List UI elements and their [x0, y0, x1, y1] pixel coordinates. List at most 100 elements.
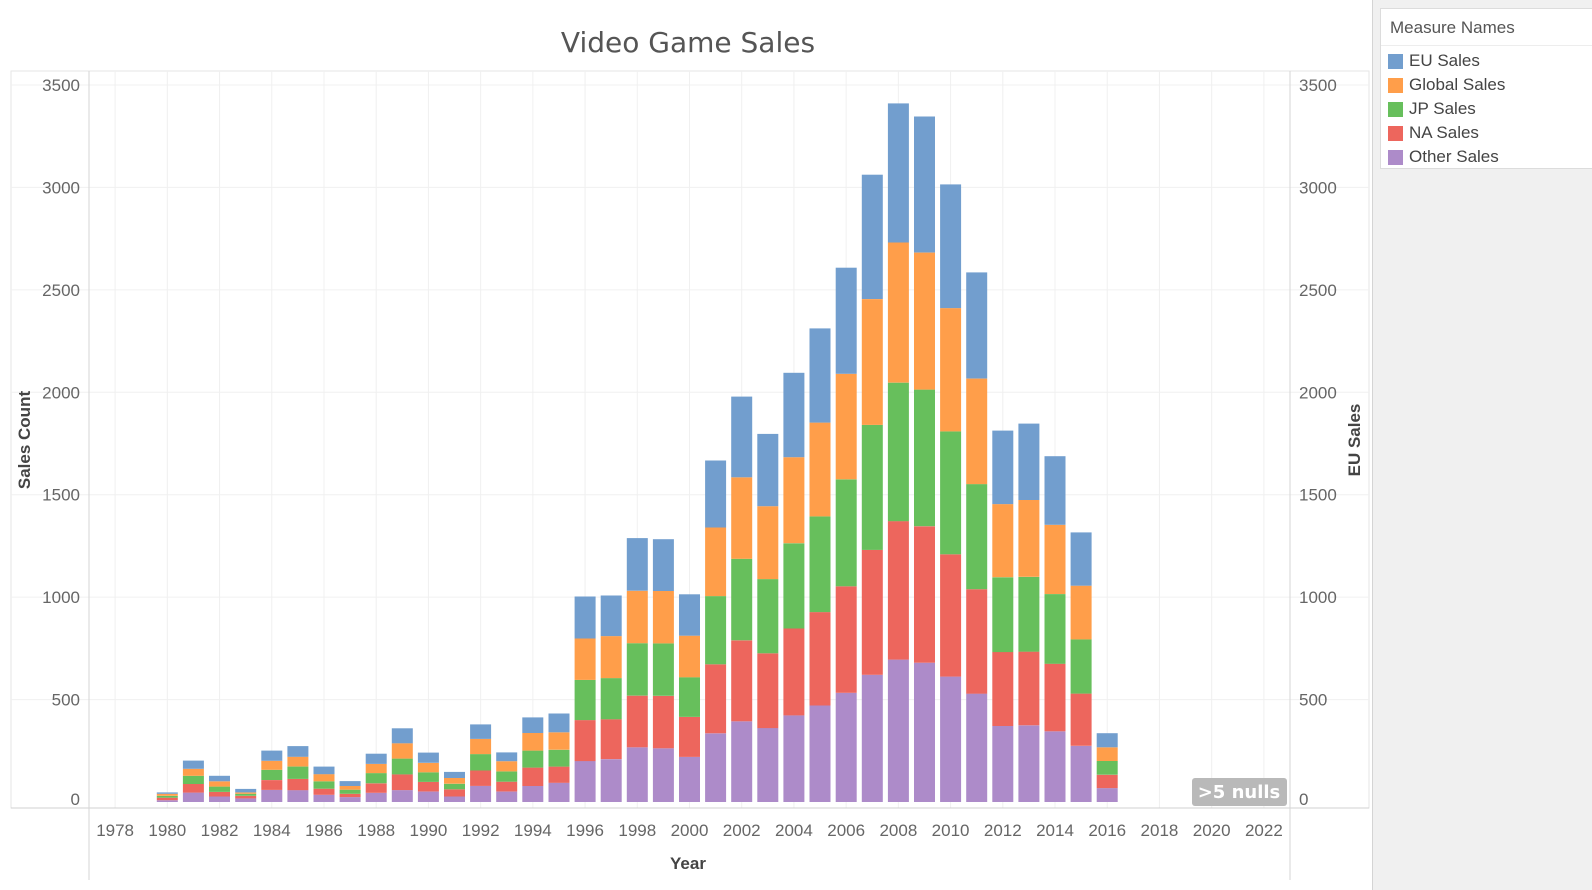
- bar-jp-sales-1992: [470, 754, 492, 771]
- x-tick-label-1988: 1988: [357, 821, 395, 840]
- bar-global-sales-1980: [156, 793, 178, 796]
- bar-global-sales-1994: [522, 733, 544, 751]
- legend[interactable]: Measure Names EU Sales Global Sales JP S…: [1380, 8, 1592, 169]
- bar-eu-sales-1980: [156, 792, 178, 794]
- y2-tick-label-2500: 2500: [1299, 281, 1337, 300]
- legend-item-global-sales[interactable]: Global Sales: [1381, 73, 1592, 97]
- x-tick-label-2022: 2022: [1245, 821, 1283, 840]
- legend-label-jp-sales: JP Sales: [1409, 99, 1476, 118]
- legend-label-na-sales: NA Sales: [1409, 123, 1479, 142]
- legend-swatch-na-sales: [1388, 125, 1403, 141]
- bar-eu-sales-2007: [861, 174, 883, 299]
- bar-na-sales-2001: [705, 664, 727, 734]
- bar-global-sales-1982: [209, 781, 230, 787]
- nulls-indicator[interactable]: >5 nulls: [1192, 778, 1287, 806]
- bar-global-sales-1984: [261, 760, 283, 770]
- bar-global-sales-2001: [705, 527, 727, 597]
- legend-item-other-sales[interactable]: Other Sales: [1381, 145, 1592, 169]
- legend-item-na-sales[interactable]: NA Sales: [1381, 121, 1592, 145]
- bar-eu-sales-2004: [783, 372, 805, 458]
- bar-na-sales-1982: [209, 792, 230, 797]
- x-tick-label-1994: 1994: [514, 821, 552, 840]
- tick-labels: 0 0 500 500 1000 1000 1500 1500 2000 2000 2500 2500…: [42, 76, 1337, 840]
- bar-global-sales-2015: [1070, 585, 1092, 640]
- bar-na-sales-1991: [444, 789, 465, 797]
- bar-other-sales-1999: [652, 748, 674, 802]
- bar-global-sales-1995: [548, 732, 570, 750]
- bar-na-sales-2000: [679, 717, 700, 757]
- bar-jp-sales-1983: [235, 793, 257, 796]
- bar-jp-sales-1990: [417, 772, 439, 782]
- bar-eu-sales-2010: [940, 184, 962, 309]
- legend-swatch-other-sales: [1388, 149, 1403, 165]
- bar-eu-sales-2011: [966, 272, 988, 379]
- bar-other-sales-2002: [731, 721, 753, 802]
- bar-global-sales-2003: [757, 506, 779, 580]
- bar-eu-sales-2016: [1096, 733, 1118, 748]
- bar-eu-sales-1993: [496, 752, 518, 762]
- bar-eu-sales-1991: [444, 771, 465, 778]
- x-tick-label-1978: 1978: [96, 821, 134, 840]
- x-axis-title: Year: [670, 854, 706, 873]
- y2-tick-label-1000: 1000: [1299, 588, 1337, 607]
- bar-other-sales-1982: [209, 796, 230, 802]
- bar-eu-sales-1981: [182, 760, 204, 769]
- bar-na-sales-2008: [887, 521, 909, 660]
- bar-other-sales-2004: [783, 715, 805, 802]
- bar-global-sales-1981: [182, 768, 204, 776]
- bar-jp-sales-2001: [705, 596, 727, 665]
- legend-label-eu-sales: EU Sales: [1409, 51, 1480, 70]
- legend-item-jp-sales[interactable]: JP Sales: [1381, 97, 1592, 121]
- x-tick-label-2008: 2008: [879, 821, 917, 840]
- bar-jp-sales-1981: [182, 775, 204, 784]
- y-tick-label-0: 0: [71, 790, 80, 809]
- bar-na-sales-2002: [731, 640, 753, 722]
- y2-tick-label-2000: 2000: [1299, 383, 1337, 402]
- x-tick-label-2016: 2016: [1088, 821, 1126, 840]
- bar-na-sales-1984: [261, 780, 283, 790]
- x-tick-label-2020: 2020: [1193, 821, 1231, 840]
- bar-global-sales-2009: [914, 252, 935, 390]
- bar-na-sales-2013: [1018, 651, 1040, 726]
- bar-global-sales-2014: [1044, 524, 1066, 594]
- bar-eu-sales-2008: [887, 103, 909, 243]
- bar-na-sales-1995: [548, 766, 570, 783]
- bar-jp-sales-1988: [365, 773, 387, 784]
- x-tick-label-1980: 1980: [148, 821, 186, 840]
- bar-na-sales-1986: [313, 788, 335, 795]
- bar-global-sales-1993: [496, 761, 518, 772]
- bar-na-sales-1988: [365, 783, 387, 793]
- bar-other-sales-1998: [626, 747, 648, 802]
- bar-global-sales-2008: [887, 242, 909, 383]
- bar-na-sales-1996: [574, 720, 596, 762]
- bar-na-sales-1980: [156, 797, 178, 801]
- bar-global-sales-1989: [391, 743, 413, 759]
- bar-jp-sales-2009: [914, 389, 935, 527]
- bar-global-sales-2016: [1096, 747, 1118, 761]
- bar-other-sales-2007: [861, 674, 883, 802]
- bar-na-sales-2015: [1070, 693, 1092, 746]
- bar-na-sales-2003: [757, 653, 779, 729]
- x-tick-label-2012: 2012: [984, 821, 1022, 840]
- bar-other-sales-2000: [679, 756, 700, 802]
- bar-jp-sales-1996: [574, 679, 596, 721]
- bar-other-sales-1983: [235, 798, 257, 802]
- bar-other-sales-2009: [914, 662, 935, 802]
- bar-eu-sales-1994: [522, 717, 544, 733]
- bar-jp-sales-2000: [679, 677, 700, 717]
- bar-global-sales-2002: [731, 477, 753, 559]
- bar-jp-sales-1984: [261, 769, 283, 780]
- bar-eu-sales-1985: [287, 746, 309, 757]
- x-tick-label-1986: 1986: [305, 821, 343, 840]
- bar-na-sales-1985: [287, 778, 309, 791]
- bar-na-sales-2014: [1044, 663, 1066, 732]
- bar-eu-sales-2015: [1070, 532, 1092, 586]
- y2-tick-label-0: 0: [1299, 790, 1308, 809]
- bar-other-sales-1981: [182, 792, 204, 802]
- bar-na-sales-1997: [600, 719, 622, 760]
- bar-jp-sales-2002: [731, 558, 753, 641]
- bar-eu-sales-2012: [992, 430, 1014, 505]
- bar-other-sales-2003: [757, 728, 779, 802]
- legend-item-eu-sales[interactable]: EU Sales: [1381, 49, 1592, 73]
- nulls-badge[interactable]: [1192, 778, 1287, 806]
